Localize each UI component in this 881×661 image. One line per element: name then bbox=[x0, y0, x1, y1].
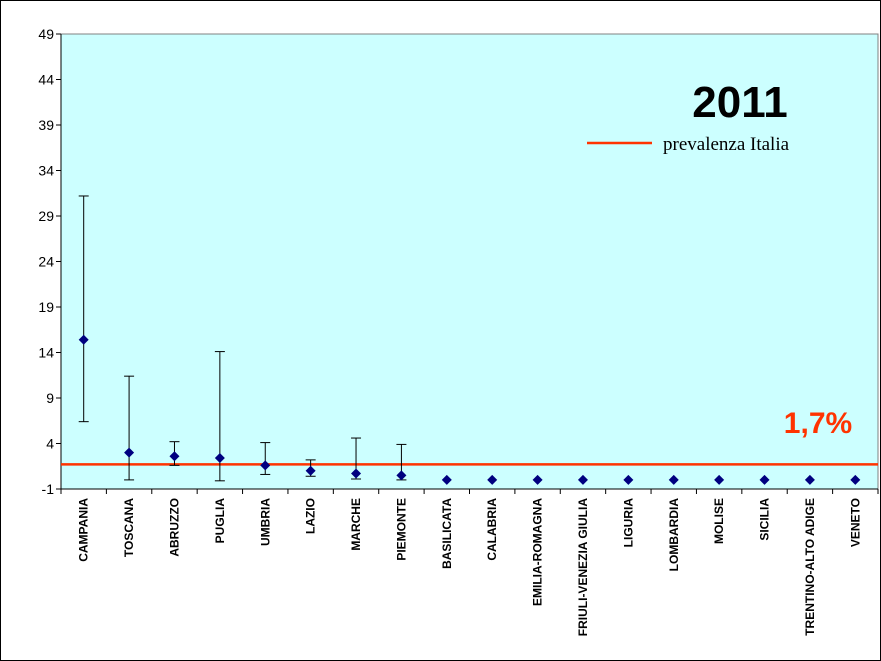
data-point bbox=[804, 474, 815, 485]
category-label: CALABRIA bbox=[485, 498, 499, 561]
data-point bbox=[305, 465, 316, 476]
y-tick-label: 24 bbox=[38, 254, 54, 270]
data-point bbox=[577, 474, 588, 485]
data-point bbox=[351, 468, 362, 479]
data-point bbox=[441, 474, 452, 485]
category-label: EMILIA-ROMAGNA bbox=[531, 498, 545, 606]
category-label: CAMPANIA bbox=[77, 498, 91, 562]
y-tick-label: 19 bbox=[38, 299, 54, 315]
data-point bbox=[623, 474, 634, 485]
y-tick-label: 39 bbox=[38, 117, 54, 133]
category-label: SICILIA bbox=[758, 498, 772, 541]
category-label: TOSCANA bbox=[122, 498, 136, 557]
category-label: FRIULI-VENEZIA GIULIA bbox=[576, 498, 590, 637]
y-tick-label: 34 bbox=[38, 163, 54, 179]
reference-value-label: 1,7% bbox=[784, 407, 852, 440]
y-tick-label: 29 bbox=[38, 208, 54, 224]
plot-area bbox=[60, 33, 879, 490]
y-tick-label: 49 bbox=[38, 26, 54, 42]
data-point bbox=[532, 474, 543, 485]
category-label: BASILICATA bbox=[440, 498, 454, 569]
data-point bbox=[214, 453, 225, 464]
category-label: VENETO bbox=[848, 498, 862, 547]
y-tick-label: -1 bbox=[42, 481, 55, 497]
category-label: LAZIO bbox=[304, 498, 318, 534]
y-tick-label: 9 bbox=[46, 390, 54, 406]
data-point bbox=[487, 474, 498, 485]
data-point bbox=[124, 447, 135, 458]
category-label: TRENTINO-ALTO ADIGE bbox=[803, 498, 817, 636]
category-label: LOMBARDIA bbox=[667, 498, 681, 572]
data-points bbox=[78, 334, 861, 485]
category-label: PIEMONTE bbox=[394, 498, 408, 561]
data-point bbox=[260, 460, 271, 471]
data-point bbox=[759, 474, 770, 485]
category-label: UMBRIA bbox=[258, 498, 272, 546]
category-label: ABRUZZO bbox=[167, 498, 181, 557]
data-point bbox=[78, 334, 89, 345]
data-point bbox=[668, 474, 679, 485]
x-axis: CAMPANIA TOSCANA ABRUZZO PUGLIA UMBRIA LAZIO M… bbox=[60, 488, 879, 637]
y-tick-label: 4 bbox=[46, 436, 54, 452]
data-point bbox=[396, 470, 407, 481]
category-label: MOLISE bbox=[712, 498, 726, 544]
data-point bbox=[714, 474, 725, 485]
category-label: LIGURIA bbox=[621, 498, 635, 548]
chart-title: 2011 bbox=[692, 78, 787, 127]
y-tick-label: 44 bbox=[38, 72, 54, 88]
legend: prevalenza Italia bbox=[587, 134, 790, 155]
category-label: PUGLIA bbox=[213, 498, 227, 544]
y-tick-label: 14 bbox=[38, 345, 54, 361]
data-point bbox=[850, 474, 861, 485]
legend-label: prevalenza Italia bbox=[663, 134, 790, 155]
category-label: MARCHE bbox=[349, 498, 363, 551]
data-point bbox=[169, 451, 180, 462]
